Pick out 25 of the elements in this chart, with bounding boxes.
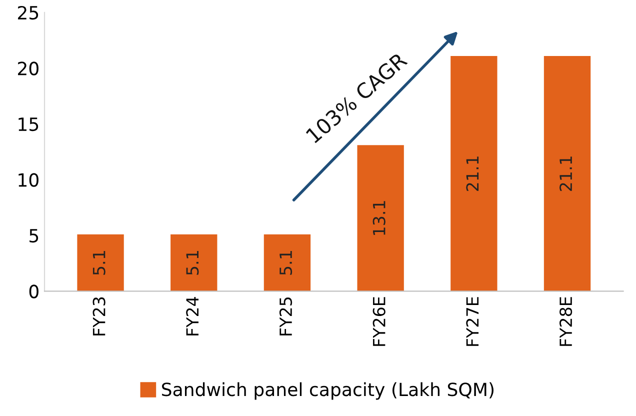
data-label: 5.1	[186, 251, 199, 275]
y-tick-label: 0	[29, 284, 38, 298]
y-tick-label: 5	[30, 229, 38, 243]
data-label: 21.1	[466, 156, 479, 191]
y-tick-label: 15	[18, 118, 38, 132]
bar	[450, 56, 498, 292]
x-tick-label: FY26E	[372, 297, 386, 346]
x-tick-label: FY27E	[466, 297, 479, 346]
x-tick-label: FY23	[92, 297, 106, 336]
legend-label: Sandwich panel capacity (Lakh SQM)	[162, 382, 494, 400]
data-label: 13.1	[372, 201, 386, 235]
bar	[170, 234, 218, 292]
x-tick-label: FY24	[186, 296, 198, 336]
x-tick-label: FY25	[279, 298, 292, 336]
y-tick-label: 25	[18, 6, 38, 20]
y-tick-label: 20	[18, 62, 38, 76]
data-label: 5.1	[92, 251, 106, 275]
y-tick-label: 10	[18, 173, 38, 187]
bar	[264, 234, 311, 292]
data-label: 5.1	[280, 251, 292, 275]
x-tick-label: FY28E	[560, 297, 572, 346]
bar	[357, 145, 404, 292]
bar	[77, 234, 124, 292]
bar	[544, 56, 591, 292]
data-label: 21.1	[560, 156, 572, 191]
